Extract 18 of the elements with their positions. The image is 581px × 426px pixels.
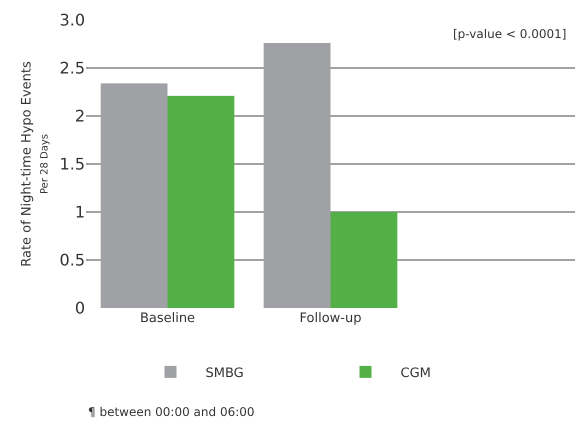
y-tick-label: 2 — [74, 106, 85, 126]
y-tick-label: 0 — [74, 298, 85, 318]
y-axis-title: Rate of Night-time Hypo Events Per 28 Days — [20, 61, 50, 267]
legend-label: SMBG — [206, 366, 244, 381]
x-tick-label: Follow-up — [300, 311, 362, 326]
text: ¶ between 00:00 and 06:00 — [88, 405, 255, 419]
bar — [264, 43, 330, 308]
x-tick-label: Baseline — [140, 311, 196, 326]
y-tick-label: 3.0 — [60, 10, 85, 30]
y-tick-label: 2.5 — [60, 58, 85, 78]
annotation: [p-value < 0.0001] — [453, 27, 566, 41]
legend-label: CGM — [400, 366, 431, 381]
y-tick-label: 1.5 — [60, 154, 85, 174]
y-tick-label: 0.5 — [60, 250, 85, 270]
bar — [100, 83, 168, 308]
bar — [330, 212, 398, 308]
y-tick-label: 1 — [74, 202, 85, 222]
bar — [168, 96, 234, 308]
